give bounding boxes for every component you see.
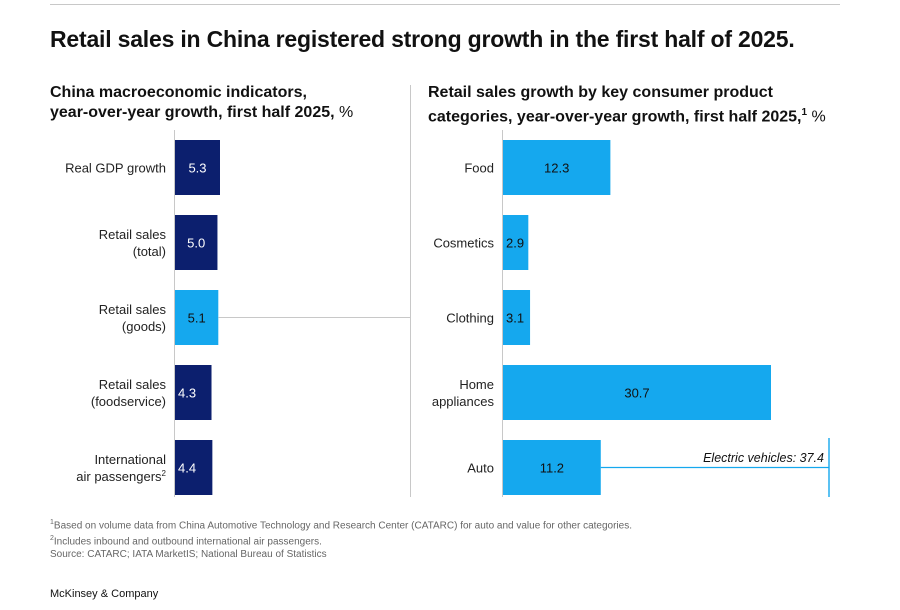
- right-bar-2: [503, 290, 531, 345]
- left-category-label-0-0: Real GDP growth: [65, 161, 166, 176]
- left-bar-value-label-0: 5.3: [188, 161, 206, 176]
- right-bar-3: [503, 365, 771, 420]
- footnote-2: 2Includes inbound and outbound internati…: [50, 533, 632, 549]
- left-bar-value-label-2: 5.1: [188, 311, 206, 326]
- page-title: Retail sales in China registered strong …: [50, 26, 795, 52]
- left-bar-1: [175, 215, 218, 270]
- left-category-label-1-0: Retail sales: [99, 227, 167, 242]
- right-chart-unit: %: [811, 108, 826, 126]
- right-chart-title-footnote: 1: [801, 107, 808, 118]
- right-bar-value-label-1: 2.9: [506, 236, 524, 251]
- ev-annotation-value: 37.4: [800, 451, 824, 465]
- left-category-label-4-0: International: [94, 452, 166, 467]
- left-bar-value-label-4: 4.4: [178, 461, 196, 476]
- brand-logo-text: McKinsey & Company: [50, 588, 159, 600]
- source-note: Source: CATARC; IATA MarketIS; National …: [50, 548, 327, 560]
- left-category-label-4-1: air passengers2: [76, 469, 166, 484]
- footnote-1: 1Based on volume data from China Automot…: [50, 517, 632, 533]
- footnotes: 1Based on volume data from China Automot…: [50, 517, 632, 561]
- right-chart-title-line-2: categories, year-over-year growth, first…: [428, 107, 826, 126]
- left-bar-3: [175, 365, 212, 420]
- left-bar-0: [175, 140, 220, 195]
- left-chart-title-line-2: year-over-year growth, first half 2025, …: [50, 104, 354, 121]
- footnote-2-text: Includes inbound and outbound internatio…: [53, 536, 322, 548]
- right-chart-title-line-1: Retail sales growth by key consumer prod…: [428, 84, 773, 101]
- right-bar-value-label-3: 30.7: [624, 386, 649, 401]
- right-category-label-0-0: Food: [464, 161, 494, 176]
- left-chart-title: China macroeconomic indicators, year-ove…: [50, 83, 353, 123]
- footnote-1-text: Based on volume data from China Automoti…: [53, 520, 632, 532]
- right-category-label-2-0: Clothing: [446, 311, 494, 326]
- left-category-label-2-1: (goods): [122, 319, 166, 334]
- left-category-label-2-0: Retail sales: [99, 302, 167, 317]
- ev-annotation-text: Electric vehicles:: [703, 451, 800, 465]
- ev-annotation-label: Electric vehicles: 37.4: [703, 451, 824, 465]
- left-chart-unit: %: [339, 104, 354, 121]
- left-bar-4: [175, 440, 213, 495]
- right-category-label-4-0: Auto: [467, 461, 494, 476]
- left-bar-value-label-1: 5.0: [187, 236, 205, 251]
- right-category-label-1-0: Cosmetics: [433, 236, 494, 251]
- left-category-label-3-0: Retail sales: [99, 377, 167, 392]
- left-bar-2: [175, 290, 219, 345]
- right-bar-4: [503, 440, 601, 495]
- top-divider: [50, 4, 840, 5]
- left-bar-value-label-3: 4.3: [178, 386, 196, 401]
- footnote-2-mark: 2: [50, 534, 54, 542]
- left-category-footnote-4: 2: [162, 469, 167, 478]
- right-bar-value-label-2: 3.1: [506, 311, 524, 326]
- right-category-label-3-0: Home: [459, 377, 494, 392]
- left-chart-title-line-1: China macroeconomic indicators,: [50, 84, 307, 101]
- right-bar-value-label-4: 11.2: [540, 461, 564, 476]
- right-bar-0: [503, 140, 611, 195]
- left-category-label-3-1: (foodservice): [91, 394, 166, 409]
- right-bar-value-label-0: 12.3: [544, 161, 569, 176]
- footnote-1-mark: 1: [50, 519, 54, 526]
- right-bar-1: [503, 215, 529, 270]
- right-chart-title: Retail sales growth by key consumer prod…: [428, 83, 826, 127]
- left-category-label-1-1: (total): [133, 244, 166, 259]
- right-category-label-3-1: appliances: [432, 394, 495, 409]
